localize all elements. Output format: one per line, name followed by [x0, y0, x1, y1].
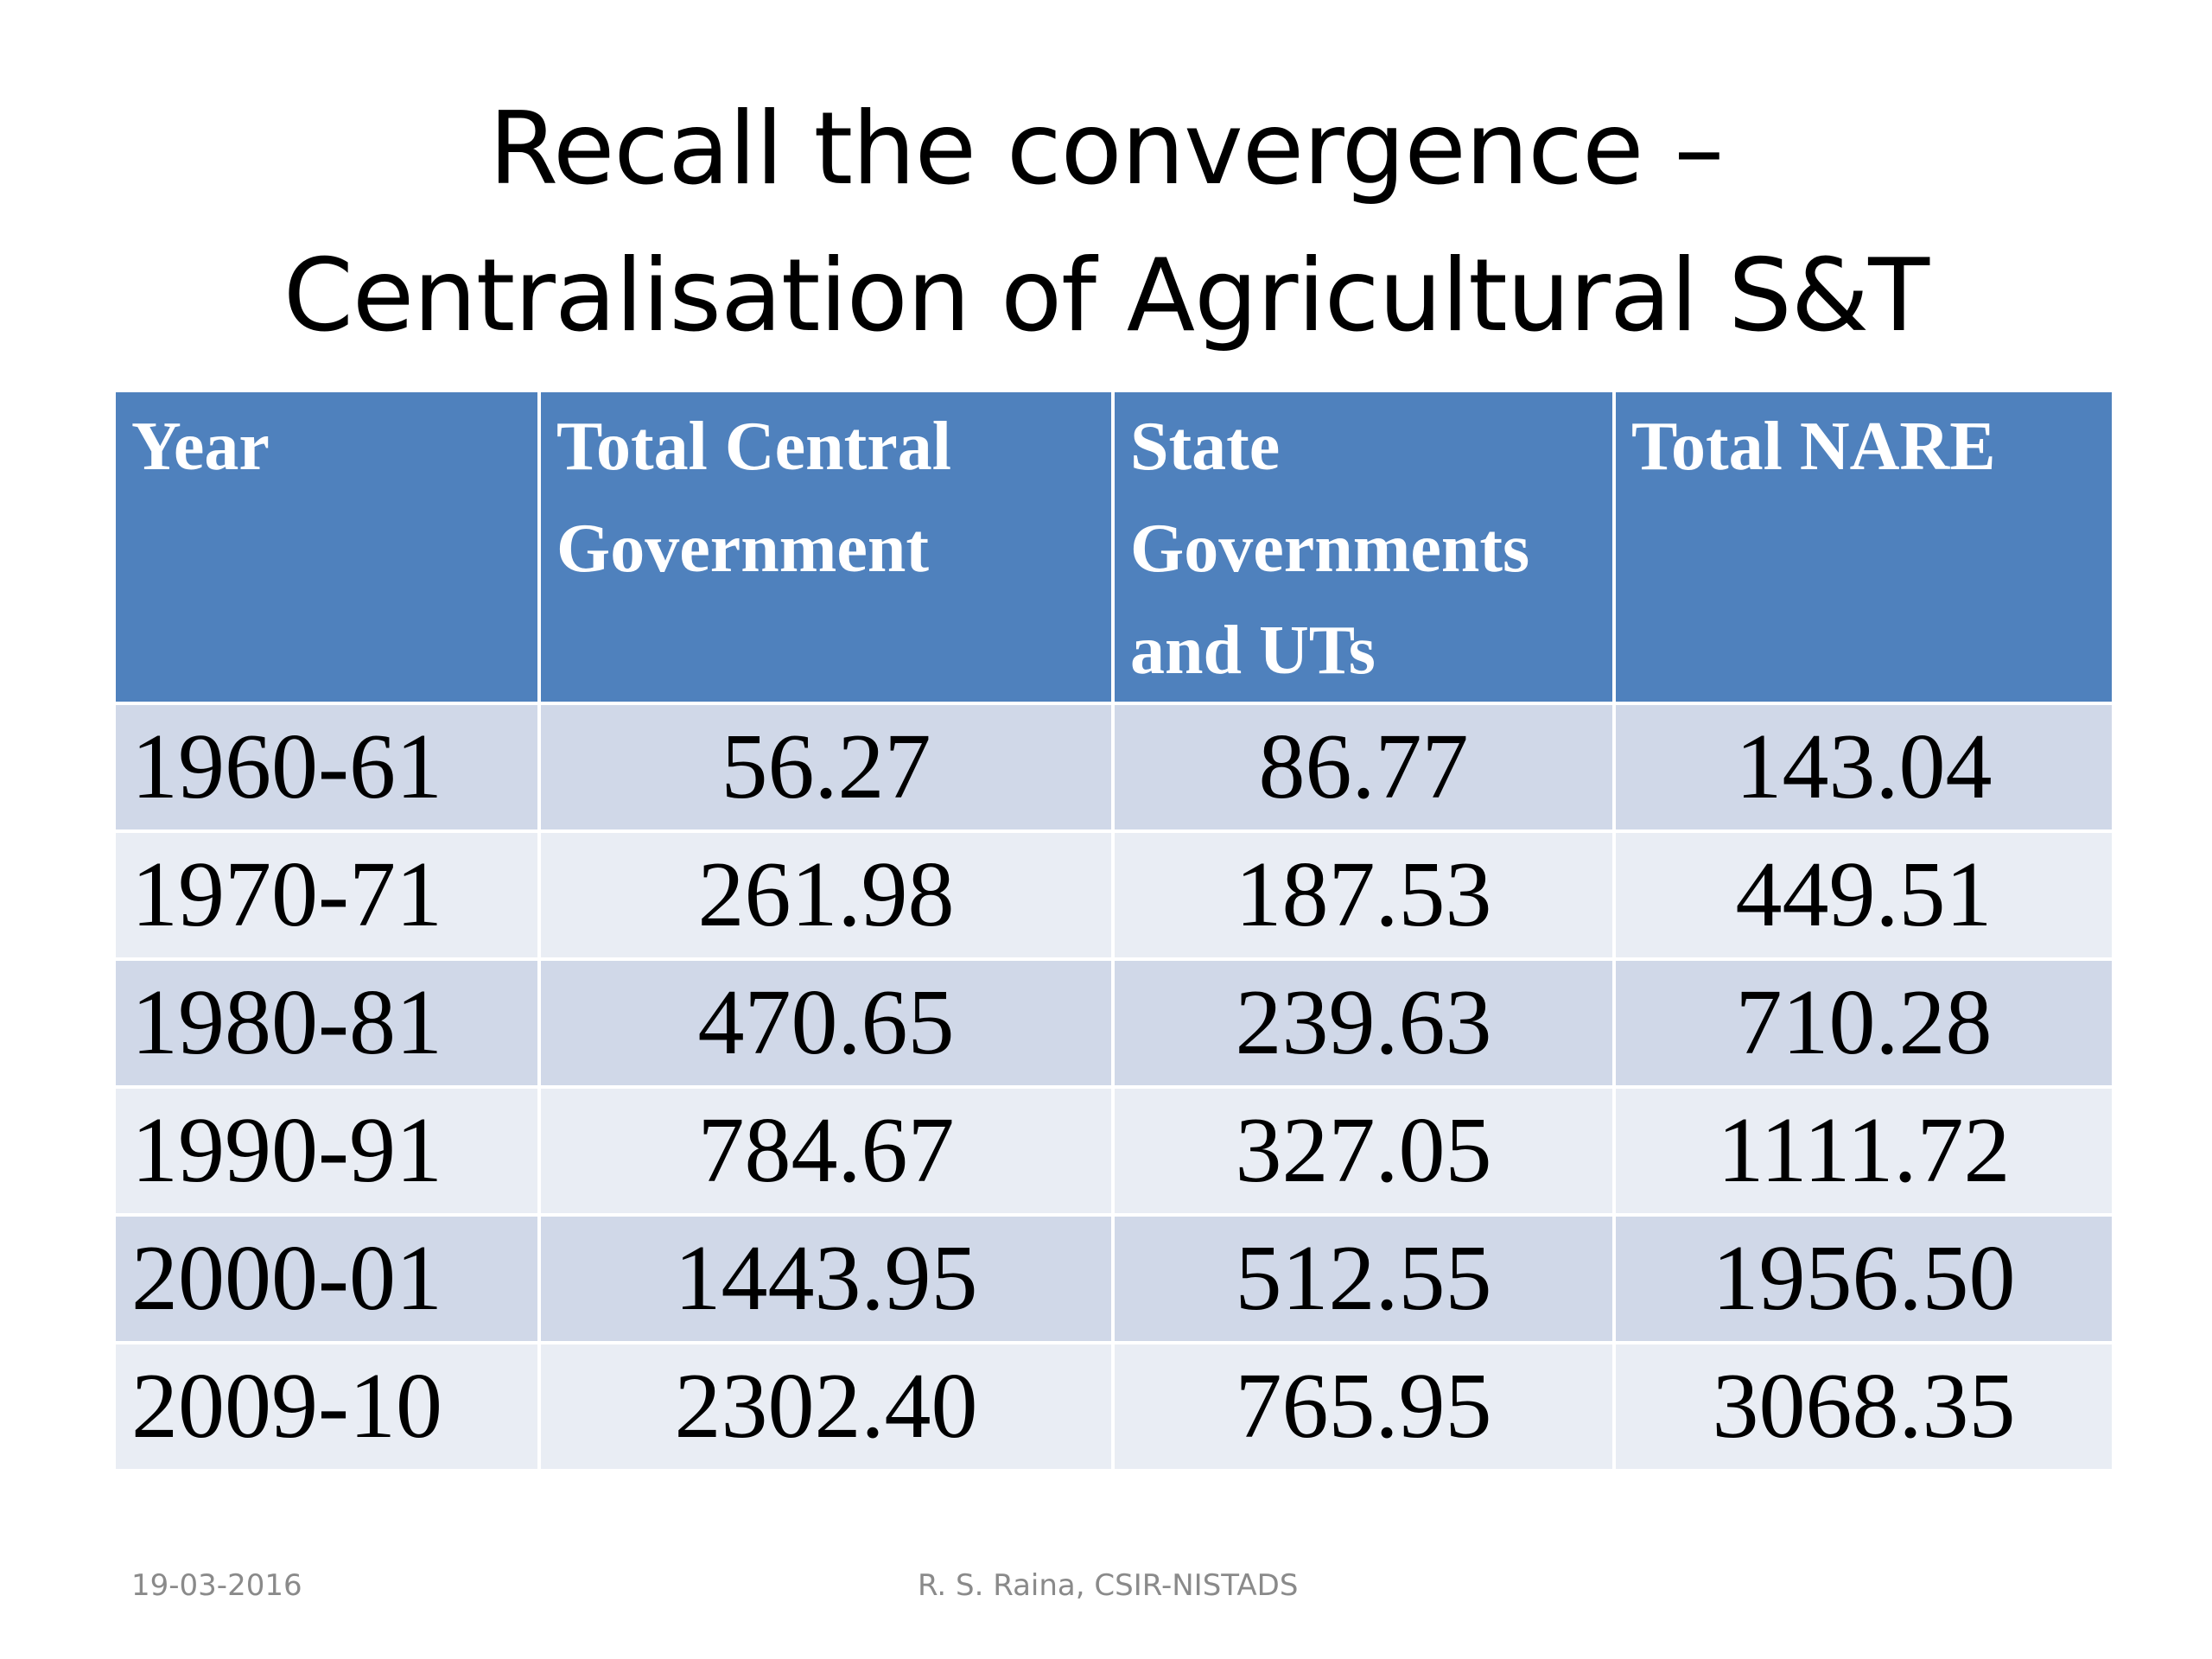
cell-total: 449.51	[1616, 833, 2112, 957]
cell-state: 512.55	[1115, 1217, 1612, 1341]
footer-date: 19-03-2016	[131, 1568, 302, 1603]
table-row: 1970-71 261.98 187.53 449.51	[116, 833, 2112, 957]
table-header-row: Year Total Central Government State Gove…	[116, 392, 2112, 702]
table-row: 1960-61 56.27 86.77 143.04	[116, 705, 2112, 830]
cell-total: 1111.72	[1616, 1089, 2112, 1213]
cell-total: 3068.35	[1616, 1344, 2112, 1469]
table-row: 1980-81 470.65 239.63 710.28	[116, 961, 2112, 1085]
cell-year: 2009-10	[116, 1344, 537, 1469]
cell-central: 56.27	[541, 705, 1111, 830]
slide-title: Recall the convergence – Centralisation …	[173, 76, 2039, 370]
cell-state: 187.53	[1115, 833, 1612, 957]
cell-central: 1443.95	[541, 1217, 1111, 1341]
header-total-nare: Total NARE	[1616, 392, 2112, 702]
cell-state: 239.63	[1115, 961, 1612, 1085]
cell-state: 765.95	[1115, 1344, 1612, 1469]
table-row: 1990-91 784.67 327.05 1111.72	[116, 1089, 2112, 1213]
cell-year: 1970-71	[116, 833, 537, 957]
footer-author: R. S. Raina, CSIR-NISTADS	[918, 1568, 1299, 1603]
cell-central: 784.67	[541, 1089, 1111, 1213]
table-row: 2009-10 2302.40 765.95 3068.35	[116, 1344, 2112, 1469]
data-table: Year Total Central Government State Gove…	[112, 389, 2115, 1472]
cell-central: 470.65	[541, 961, 1111, 1085]
cell-year: 2000-01	[116, 1217, 537, 1341]
cell-total: 143.04	[1616, 705, 2112, 830]
cell-year: 1980-81	[116, 961, 537, 1085]
slide-title-line-2: Centralisation of Agricultural S&T	[283, 238, 1929, 354]
header-state-governments: State Governments and UTs	[1115, 392, 1612, 702]
header-year: Year	[116, 392, 537, 702]
cell-total: 710.28	[1616, 961, 2112, 1085]
cell-central: 2302.40	[541, 1344, 1111, 1469]
cell-year: 1960-61	[116, 705, 537, 830]
cell-central: 261.98	[541, 833, 1111, 957]
cell-state: 86.77	[1115, 705, 1612, 830]
table-row: 2000-01 1443.95 512.55 1956.50	[116, 1217, 2112, 1341]
cell-year: 1990-91	[116, 1089, 537, 1213]
cell-state: 327.05	[1115, 1089, 1612, 1213]
slide-title-line-1: Recall the convergence –	[488, 91, 1725, 207]
header-total-central-government: Total Central Government	[541, 392, 1111, 702]
cell-total: 1956.50	[1616, 1217, 2112, 1341]
